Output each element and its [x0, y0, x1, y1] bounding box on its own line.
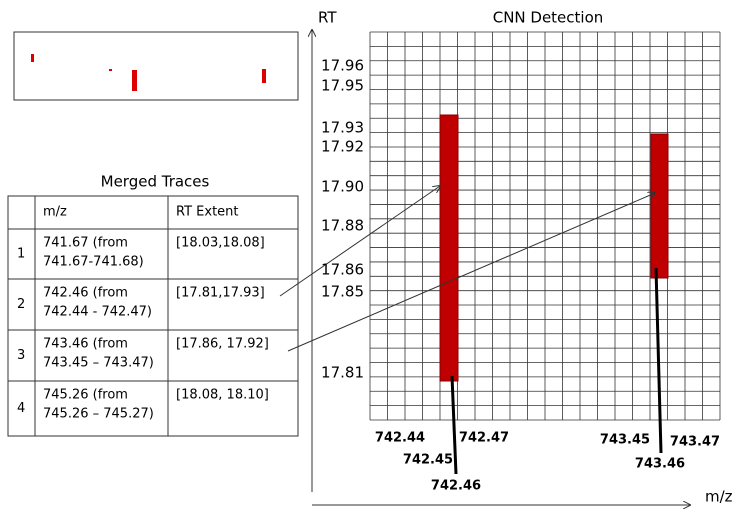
rt-label: 17.96: [321, 57, 364, 75]
pointer: [450, 375, 458, 475]
mz-label: 743.47: [670, 435, 720, 450]
link-arrow: [287, 193, 655, 352]
row-index: 4: [17, 401, 25, 416]
row-index: 3: [17, 348, 25, 363]
rt-cell: [17.86, 17.92]: [176, 337, 269, 352]
header-cell: m/z: [43, 205, 67, 220]
link-arrow: [279, 186, 440, 297]
rt-label: 17.81: [321, 364, 364, 382]
rt-label: 17.88: [321, 217, 364, 235]
mz-cell: 741.67 (from: [43, 236, 128, 251]
mz-cell: 741.67-741.68): [43, 255, 144, 270]
thumbnail: [13, 31, 299, 101]
trace-bar: [439, 114, 459, 382]
table: m/z RT Extent 1 741.67 (from 741.67-741.68) […: [7, 195, 299, 437]
mz-cell: 745.26 (from: [43, 388, 128, 403]
rt-cell: [18.03,18.08]: [176, 236, 265, 251]
rt-label: 17.93: [321, 119, 364, 137]
rt-label: 17.86: [321, 261, 364, 279]
row-index: 2: [17, 297, 25, 312]
mz-label: 743.46: [635, 457, 685, 472]
mz-label: 742.45: [403, 453, 453, 468]
plot-title: CNN Detection: [493, 9, 604, 27]
spot: [31, 54, 34, 62]
mz-cell: 742.44 - 742.47): [43, 305, 152, 320]
x-axis-label: m/z: [705, 488, 733, 506]
table-border: [7, 195, 299, 437]
spot: [109, 69, 112, 71]
mz-label: 743.45: [600, 433, 650, 448]
rt-label: 17.92: [321, 138, 364, 156]
trace-bar: [650, 133, 669, 279]
rt-cell: [18.08, 18.10]: [176, 388, 269, 403]
mz-label: 742.47: [459, 431, 509, 446]
mz-label: 742.46: [431, 479, 481, 494]
rt-label: 17.90: [321, 178, 364, 196]
mz-cell: 743.45 – 743.47): [43, 356, 154, 371]
spot: [132, 70, 137, 91]
rt-label: 17.85: [321, 283, 364, 301]
mz-cell: 742.46 (from: [43, 286, 128, 301]
mz-cell: 745.26 – 745.27): [43, 407, 154, 422]
rt-label: 17.95: [321, 77, 364, 95]
row-index: 1: [17, 247, 25, 262]
y-axis-label: RT: [318, 9, 337, 27]
table-title: Merged Traces: [101, 173, 210, 191]
grid: [369, 31, 721, 421]
mz-label: 742.44: [375, 431, 425, 446]
mz-cell: 743.46 (from: [43, 337, 128, 352]
rt-cell: [17.81,17.93]: [176, 286, 265, 301]
pointer: [654, 267, 663, 454]
spot: [262, 69, 266, 83]
header-cell: RT Extent: [176, 205, 239, 220]
